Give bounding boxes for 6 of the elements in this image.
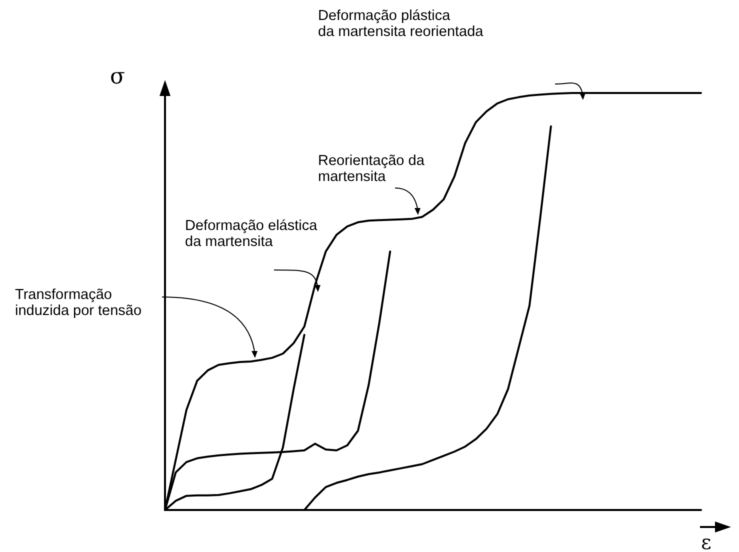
annotation: Reorientação da martensita: [318, 153, 426, 185]
text: Deformação plástica da martensita reorientada: [318, 8, 484, 40]
text: Transformação induzida por tensão: [15, 287, 142, 319]
x-axis-title: ε: [701, 530, 712, 552]
y-axis-title: σ: [110, 64, 125, 90]
annotation: Deformação elástica da martensita: [185, 218, 318, 250]
